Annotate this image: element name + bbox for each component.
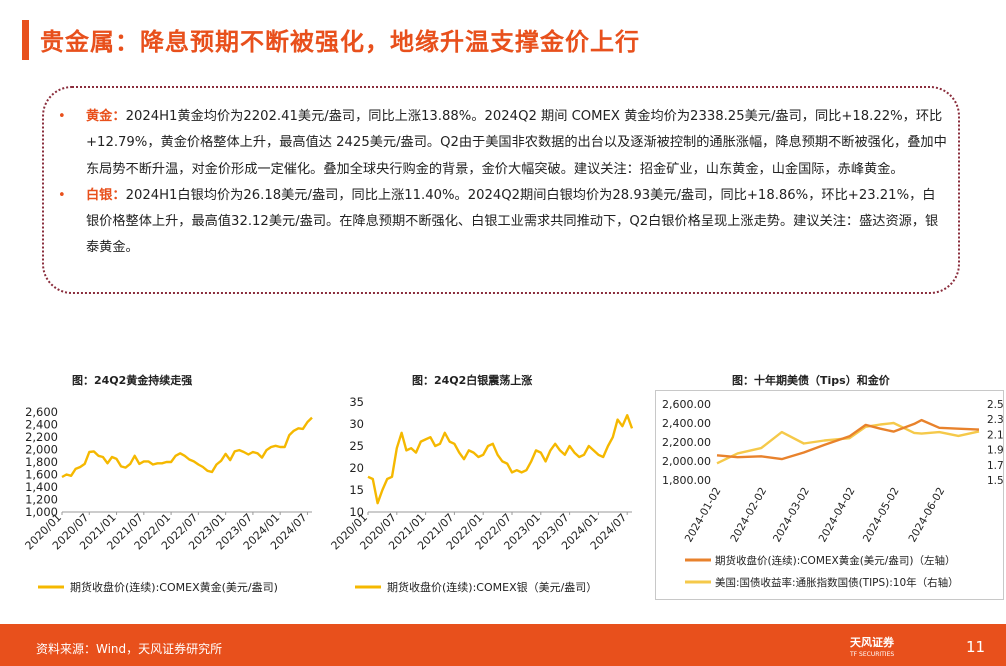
tips-gold-chart: 1,800.00 2,000.00 2,200.00 2,400.00 2,600.00… [662, 398, 1004, 589]
chart-frame [655, 390, 1004, 600]
bullet-text: 2024H1白银均价为26.18美元/盎司，同比上涨11.40%。2024Q2期… [86, 187, 939, 256]
page-number: 11 [966, 638, 986, 656]
x-tick-label: 2024-04-02 [817, 486, 858, 545]
summary-bullets: • 黄金：2024H1黄金均价为2202.41美元/盎司，同比上涨13.88%。… [58, 104, 948, 262]
y-right-tick-label: 1.5 [987, 475, 1004, 487]
series-line [367, 414, 634, 505]
y-right-tick-label: 2.5 [987, 399, 1004, 411]
legend-label: 期货收盘价(连续):COMEX银（美元/盎司） [387, 580, 597, 594]
footer-source: 资料来源：Wind，天风证券研究所 [36, 642, 223, 656]
x-tick-label: 2024-05-02 [861, 486, 902, 545]
title-accent-bar [22, 20, 29, 60]
gold-price-chart: 1,0001,2001,4001,6001,8002,0002,2002,400… [23, 405, 313, 594]
bullet-silver: • 白银：2024H1白银均价为26.18美元/盎司，同比上涨11.40%。20… [58, 183, 948, 262]
y-tick-label: 10 [349, 505, 364, 519]
x-tick-label: 2024-02-02 [728, 486, 769, 545]
chart-title-tips: 图：十年期美债（Tips）和金价 [732, 374, 890, 387]
y-tick-label: 20 [349, 461, 364, 475]
y-tick-label: 1,400 [25, 480, 58, 494]
brand-logo: 天风证券 TF SECURITIES [850, 634, 894, 658]
logo-text: 天风证券 [850, 636, 894, 649]
y-right-tick-label: 2.1 [987, 429, 1004, 441]
y-tick-label: 2,000 [25, 443, 58, 457]
series-line-gold [716, 418, 980, 461]
y-left-tick-label: 1,800.00 [662, 474, 711, 487]
y-tick-label: 1,800 [25, 455, 58, 469]
bullet-key: 黄金： [86, 109, 126, 124]
y-left-tick-label: 2,600.00 [662, 398, 711, 411]
chart-title-gold: 图：24Q2黄金持续走强 [72, 374, 193, 387]
y-tick-label: 30 [349, 417, 364, 431]
x-tick-label: 2024-01-02 [683, 486, 724, 545]
y-tick-label: 2,400 [25, 418, 58, 432]
legend-label: 美国:国债收益率:通胀指数国债(TIPS):10年（右轴） [715, 576, 959, 589]
logo-text-en: TF SECURITIES [850, 651, 895, 658]
y-tick-label: 2,600 [25, 405, 58, 419]
summary-box [42, 86, 960, 294]
series-line-tips [716, 421, 980, 465]
bullet-gold: • 黄金：2024H1黄金均价为2202.41美元/盎司，同比上涨13.88%。… [58, 104, 948, 183]
bullet-text: 2024H1黄金均价为2202.41美元/盎司，同比上涨13.88%。2024Q… [86, 109, 947, 177]
y-tick-label: 1,000 [25, 505, 58, 519]
y-right-tick-label: 2.3 [987, 414, 1004, 426]
x-tick-label: 2024-06-02 [906, 486, 947, 545]
page-title: 贵金属：降息预期不断被强化，地缘升温支撑金价上行 [40, 28, 640, 56]
footer-bar [0, 624, 1006, 666]
y-left-tick-label: 2,000.00 [662, 455, 711, 468]
y-right-tick-label: 1.7 [987, 460, 1004, 472]
y-left-tick-label: 2,400.00 [662, 417, 711, 430]
x-tick-label: 2024-03-02 [771, 486, 812, 545]
y-tick-label: 2,200 [25, 430, 58, 444]
y-tick-label: 25 [349, 439, 364, 453]
y-right-tick-label: 1.9 [987, 445, 1004, 457]
chart-title-silver: 图：24Q2白银震荡上涨 [412, 374, 533, 387]
series-line [61, 416, 313, 479]
y-tick-label: 15 [349, 483, 364, 497]
bullet-dot-icon: • [58, 109, 66, 124]
legend-label: 期货收盘价(连续):COMEX黄金(美元/盎司) [70, 580, 278, 594]
y-tick-label: 1,600 [25, 468, 58, 482]
y-tick-label: 1,200 [25, 493, 58, 507]
legend-label: 期货收盘价(连续):COMEX黄金(美元/盎司)（左轴） [715, 554, 955, 567]
silver-price-chart: 1015202530352020/012020/072021/012021/07… [329, 395, 634, 594]
bullet-key: 白银： [86, 187, 126, 203]
y-left-tick-label: 2,200.00 [662, 436, 711, 449]
y-tick-label: 35 [349, 395, 364, 409]
bullet-dot-icon: • [58, 187, 66, 203]
